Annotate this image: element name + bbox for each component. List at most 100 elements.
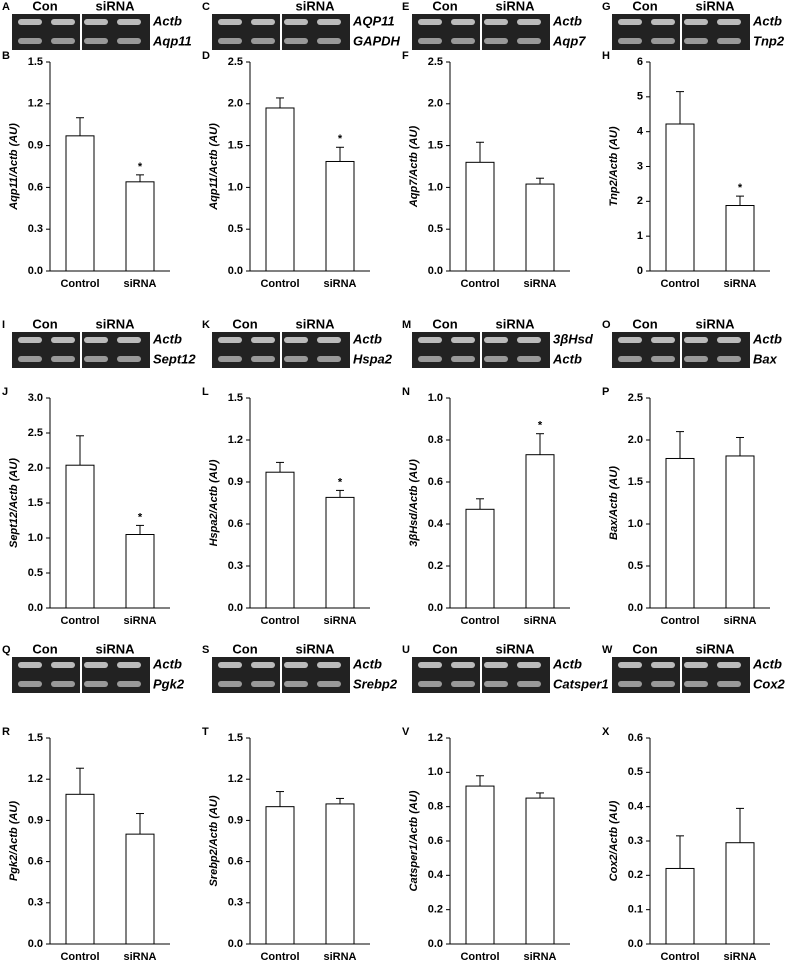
gel-band — [517, 681, 541, 687]
gene-label: Aqp11 — [152, 33, 192, 48]
y-tick-label: 2.5 — [428, 56, 443, 68]
y-axis-label: 3βHsd/Actb (AU) — [408, 459, 420, 547]
y-tick-label: 0.2 — [628, 869, 643, 881]
y-axis-label: Pgk2/Actb (AU) — [8, 801, 20, 881]
y-tick-label: 1.2 — [228, 434, 243, 446]
y-tick-label: 0.0 — [228, 938, 243, 950]
x-tick-label: siRNA — [723, 278, 756, 290]
y-tick-label: 5 — [637, 91, 643, 103]
gel-band — [684, 662, 708, 668]
x-tick-label: siRNA — [123, 615, 156, 627]
x-tick-label: siRNA — [523, 615, 556, 627]
y-axis-label: Aqp11/Actb (AU) — [208, 123, 220, 211]
gel-band — [418, 662, 442, 668]
gel-band — [84, 662, 108, 668]
gel-band — [484, 19, 508, 25]
bar — [725, 205, 755, 272]
significance-marker: * — [738, 182, 743, 194]
gel-band — [251, 681, 275, 687]
x-tick-label: siRNA — [323, 615, 356, 627]
y-tick-label: 0.0 — [228, 602, 243, 614]
y-tick-label: 0.0 — [428, 265, 443, 277]
y-tick-label: 0.5 — [28, 567, 43, 579]
significance-marker: * — [138, 511, 143, 523]
x-tick-label: Control — [60, 951, 99, 963]
y-tick-label: 0.0 — [28, 265, 43, 277]
gel-band — [84, 356, 108, 362]
gene-label: Actb — [552, 13, 582, 28]
x-tick-label: Control — [260, 615, 299, 627]
gel-band — [18, 337, 42, 343]
gene-label: Actb — [152, 656, 182, 671]
gene-label: Pgk2 — [153, 676, 185, 691]
bar — [465, 785, 495, 945]
bar — [265, 471, 295, 609]
x-tick-label: siRNA — [523, 278, 556, 290]
gene-label: Actb — [752, 331, 782, 346]
lane-label: Con — [632, 641, 657, 656]
y-tick-label: 1.2 — [428, 732, 443, 744]
x-tick-label: Control — [460, 278, 499, 290]
gel-band — [651, 38, 675, 44]
bar — [525, 454, 555, 609]
y-tick-label: 0.8 — [428, 434, 443, 446]
panel-letter: Q — [2, 644, 11, 656]
bar — [265, 806, 295, 945]
x-tick-label: Control — [660, 278, 699, 290]
gel-band — [418, 356, 442, 362]
panel-letter: W — [602, 644, 613, 656]
lane-label: siRNA — [95, 641, 135, 656]
y-tick-label: 3.0 — [28, 392, 43, 404]
y-tick-label: 2.5 — [228, 56, 243, 68]
x-tick-label: Control — [660, 951, 699, 963]
gel-band — [18, 662, 42, 668]
y-tick-label: 1 — [637, 230, 643, 242]
panel-letter: X — [602, 726, 610, 738]
gene-label: GAPDH — [353, 33, 401, 48]
y-tick-label: 1.0 — [28, 532, 43, 544]
gel-band — [484, 662, 508, 668]
y-tick-label: 0.3 — [628, 835, 643, 847]
gel-band — [684, 19, 708, 25]
gel-band — [284, 337, 308, 343]
gel-band — [117, 662, 141, 668]
y-tick-label: 2.5 — [628, 392, 643, 404]
gene-label: Actb — [352, 331, 382, 346]
y-tick-label: 1.0 — [228, 181, 243, 193]
gel-band — [218, 681, 242, 687]
gel-band — [484, 356, 508, 362]
y-tick-label: 1.0 — [428, 766, 443, 778]
y-tick-label: 0.9 — [228, 476, 243, 488]
y-tick-label: 1.5 — [628, 476, 643, 488]
panel-letter: K — [202, 319, 210, 331]
x-tick-label: siRNA — [123, 951, 156, 963]
gel-band — [317, 356, 341, 362]
gel-band — [517, 356, 541, 362]
gel-band — [51, 38, 75, 44]
gel-band — [218, 356, 242, 362]
bar — [65, 464, 95, 609]
y-axis-label: Aqp11/Actb (AU) — [8, 123, 20, 211]
gel-band — [651, 681, 675, 687]
panel-letter: D — [202, 50, 210, 62]
gel-band — [51, 337, 75, 343]
x-tick-label: siRNA — [723, 951, 756, 963]
panel-letter: I — [2, 319, 5, 331]
bar — [325, 496, 355, 609]
panel-letter: A — [2, 1, 10, 13]
gel-band — [684, 38, 708, 44]
y-tick-label: 0.0 — [628, 602, 643, 614]
gel-band — [618, 662, 642, 668]
gene-label: Actb — [752, 13, 782, 28]
y-tick-label: 1.2 — [28, 773, 43, 785]
x-tick-label: siRNA — [523, 951, 556, 963]
lane-label: siRNA — [495, 316, 535, 331]
gene-label: Actb — [152, 13, 182, 28]
gel-band — [484, 38, 508, 44]
gel-band — [218, 19, 242, 25]
gel-band — [418, 19, 442, 25]
x-tick-label: Control — [660, 615, 699, 627]
gel-band — [117, 356, 141, 362]
y-tick-label: 3 — [637, 160, 643, 172]
panel-letter: U — [402, 644, 410, 656]
